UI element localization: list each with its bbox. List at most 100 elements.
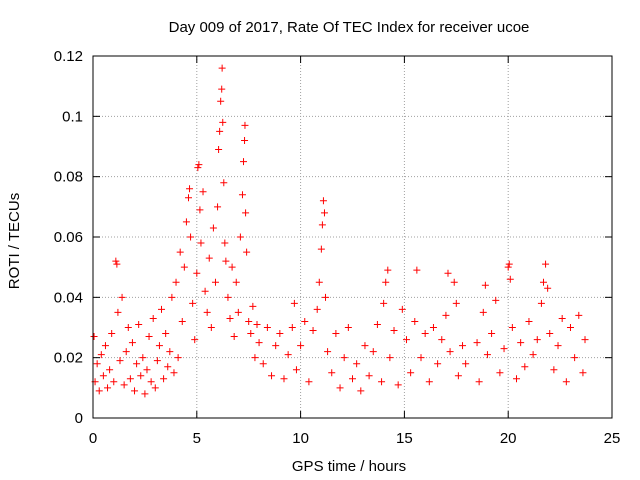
data-point [218,85,226,93]
data-point [218,64,226,72]
data-point [398,305,406,313]
x-tick-label: 15 [396,430,413,447]
data-point [230,333,238,341]
data-point [158,305,166,313]
data-point [496,369,504,377]
data-point [315,278,323,286]
data-point [272,342,280,350]
chart-title: Day 009 of 2017, Rate Of TEC Index for r… [169,19,530,36]
data-point [207,324,215,331]
y-tick-label: 0.1 [62,108,83,125]
grid [93,56,612,418]
data-point [554,342,562,350]
data-point [513,375,521,383]
data-point [558,314,566,322]
data-point [394,381,402,389]
data-point [369,348,377,356]
y-tick-label: 0.02 [54,350,83,367]
data-point [122,348,130,356]
data-point [301,317,309,325]
data-point [378,378,386,386]
data-point [521,363,529,371]
data-point [297,342,305,350]
data-point [280,375,288,383]
data-point [124,324,132,331]
data-point [268,372,276,380]
data-point [253,320,261,328]
data-point [259,360,267,368]
data-point [450,278,458,286]
data-point [384,266,392,274]
data-point [128,339,136,347]
data-point [226,314,234,322]
x-tick-label: 25 [604,430,621,447]
data-point [361,342,369,350]
data-point [135,320,143,328]
data-point [525,317,533,325]
data-point [201,287,209,295]
data-point [459,342,467,350]
data-point [101,342,109,350]
data-point [153,357,161,365]
data-point [108,330,116,338]
data-point [305,378,313,386]
data-point [475,378,483,386]
y-tick-label: 0.04 [54,289,83,306]
data-point [110,378,118,386]
data-point [488,330,496,338]
data-point [112,257,120,265]
data-point [263,324,271,331]
data-point [97,351,105,359]
data-point [373,320,381,328]
data-point [131,387,139,395]
data-point [413,266,421,274]
data-point [137,372,145,380]
data-point [120,381,128,389]
data-point [228,263,236,271]
data-point [224,293,232,301]
data-point [199,188,207,196]
data-point [194,164,202,172]
data-point [444,269,452,277]
data-point [284,351,292,359]
data-point [241,121,249,129]
data-point [434,360,442,368]
plot-frame [92,55,613,419]
data-point [191,336,199,344]
y-tick-label: 0 [75,410,83,427]
data-point [195,161,203,169]
data-point [309,327,317,335]
data-point [452,299,460,307]
data-point [276,330,284,338]
data-point [544,284,552,292]
data-point [506,275,514,283]
data-point [417,354,425,362]
data-point [575,311,583,319]
data-point [189,299,197,307]
data-point [421,330,429,338]
data-point [290,299,298,307]
data-point [332,330,340,338]
data-point [320,209,328,217]
data-point [145,333,153,341]
data-point [462,360,470,368]
y-tick-label: 0.06 [54,229,83,246]
data-point [380,299,388,307]
data-point [99,372,107,380]
data-point [249,302,257,310]
data-point [211,278,219,286]
data-point [219,118,227,126]
data-point [178,317,186,325]
data-point [164,363,172,371]
x-tick-label: 20 [500,430,517,447]
x-tick-label: 10 [292,430,309,447]
data-point [209,224,217,232]
data-point [126,375,134,383]
axis-ticks: 0 0.02 0.04 0.06 0.08 0.1 0.12 0 5 10 15 20 25 [54,48,621,447]
data-point [176,248,184,256]
data-point [160,375,168,383]
data-point [328,369,336,377]
data-point [492,296,500,304]
data-point [340,354,348,362]
